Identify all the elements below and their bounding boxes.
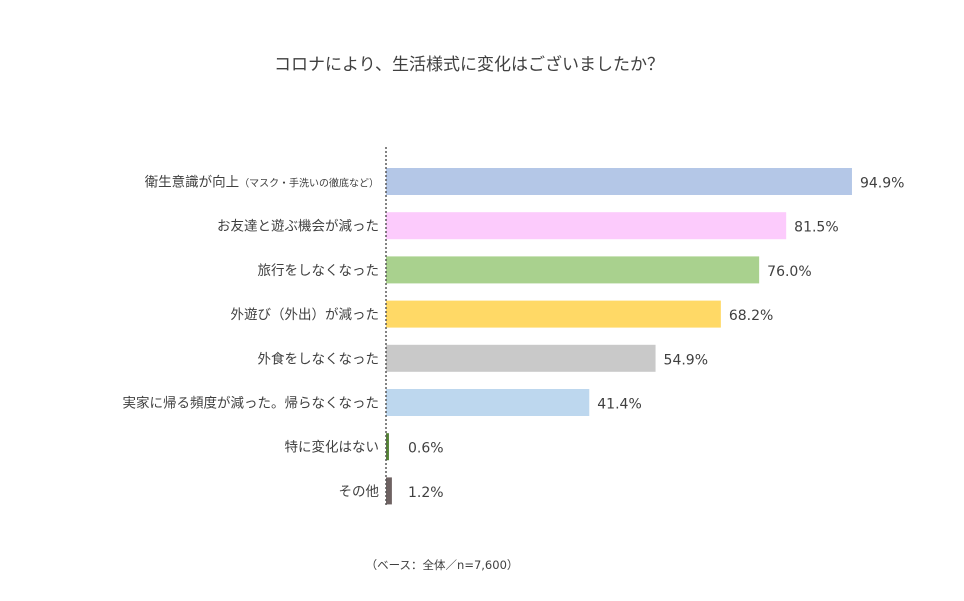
- bar: [386, 168, 852, 195]
- value-label: 76.0%: [767, 264, 811, 280]
- category-labels: 衛生意識が向上（マスク・手洗いの徹底など） お友達と遊ぶ機会が減った旅行をしなくな…: [123, 174, 380, 500]
- category-label: 衛生意識が向上（マスク・手洗いの徹底など）: [145, 174, 379, 191]
- category-label-main: 特に変化はない: [285, 439, 380, 456]
- value-label: 54.9%: [664, 352, 708, 368]
- category-label: その他: [339, 484, 380, 500]
- value-label: 81.5%: [794, 220, 838, 236]
- value-label: 94.9%: [860, 176, 904, 192]
- chart-title: コロナにより、生活様式に変化はございましたか？: [274, 54, 664, 75]
- value-labels: 94.9% 81.5% 76.0% 68.2% 54.9% 41.4% 0.6% 1.2%: [408, 176, 904, 501]
- category-label: 外遊び（外出）が減った: [231, 306, 380, 323]
- bar: [386, 256, 760, 284]
- bar: [386, 212, 787, 240]
- category-label: 特に変化はない: [285, 439, 380, 456]
- category-label: 旅行をしなくなった: [258, 263, 380, 279]
- category-label-main: 旅行をしなくなった: [258, 263, 380, 279]
- bar: [386, 300, 721, 328]
- category-label-sub: （マスク・手洗いの徹底など）: [239, 177, 379, 190]
- value-label: 41.4%: [597, 397, 641, 413]
- category-label-main: お友達と遊ぶ機会が減った: [217, 218, 379, 235]
- bar: [386, 477, 392, 505]
- category-label: 外食をしなくなった: [258, 350, 380, 367]
- base-note: （ベース：全体／n=7,600）: [366, 558, 519, 572]
- category-label-main: その他: [339, 484, 380, 500]
- category-label-main: 衛生意識が向上: [145, 174, 240, 191]
- bars-group: [386, 168, 852, 505]
- bar: [386, 433, 389, 461]
- category-label-main: 実家に帰る頻度が減った。帰らなくなった: [123, 395, 380, 412]
- category-label-main: 外食をしなくなった: [258, 350, 380, 367]
- bar: [386, 344, 656, 372]
- category-label: 実家に帰る頻度が減った。帰らなくなった: [123, 395, 380, 412]
- value-label: 68.2%: [729, 308, 773, 324]
- value-label: 1.2%: [408, 485, 444, 501]
- category-label: お友達と遊ぶ機会が減った: [217, 218, 379, 235]
- bar: [386, 389, 590, 416]
- value-label: 0.6%: [408, 441, 444, 457]
- category-label-main: 外遊び（外出）が減った: [231, 306, 380, 323]
